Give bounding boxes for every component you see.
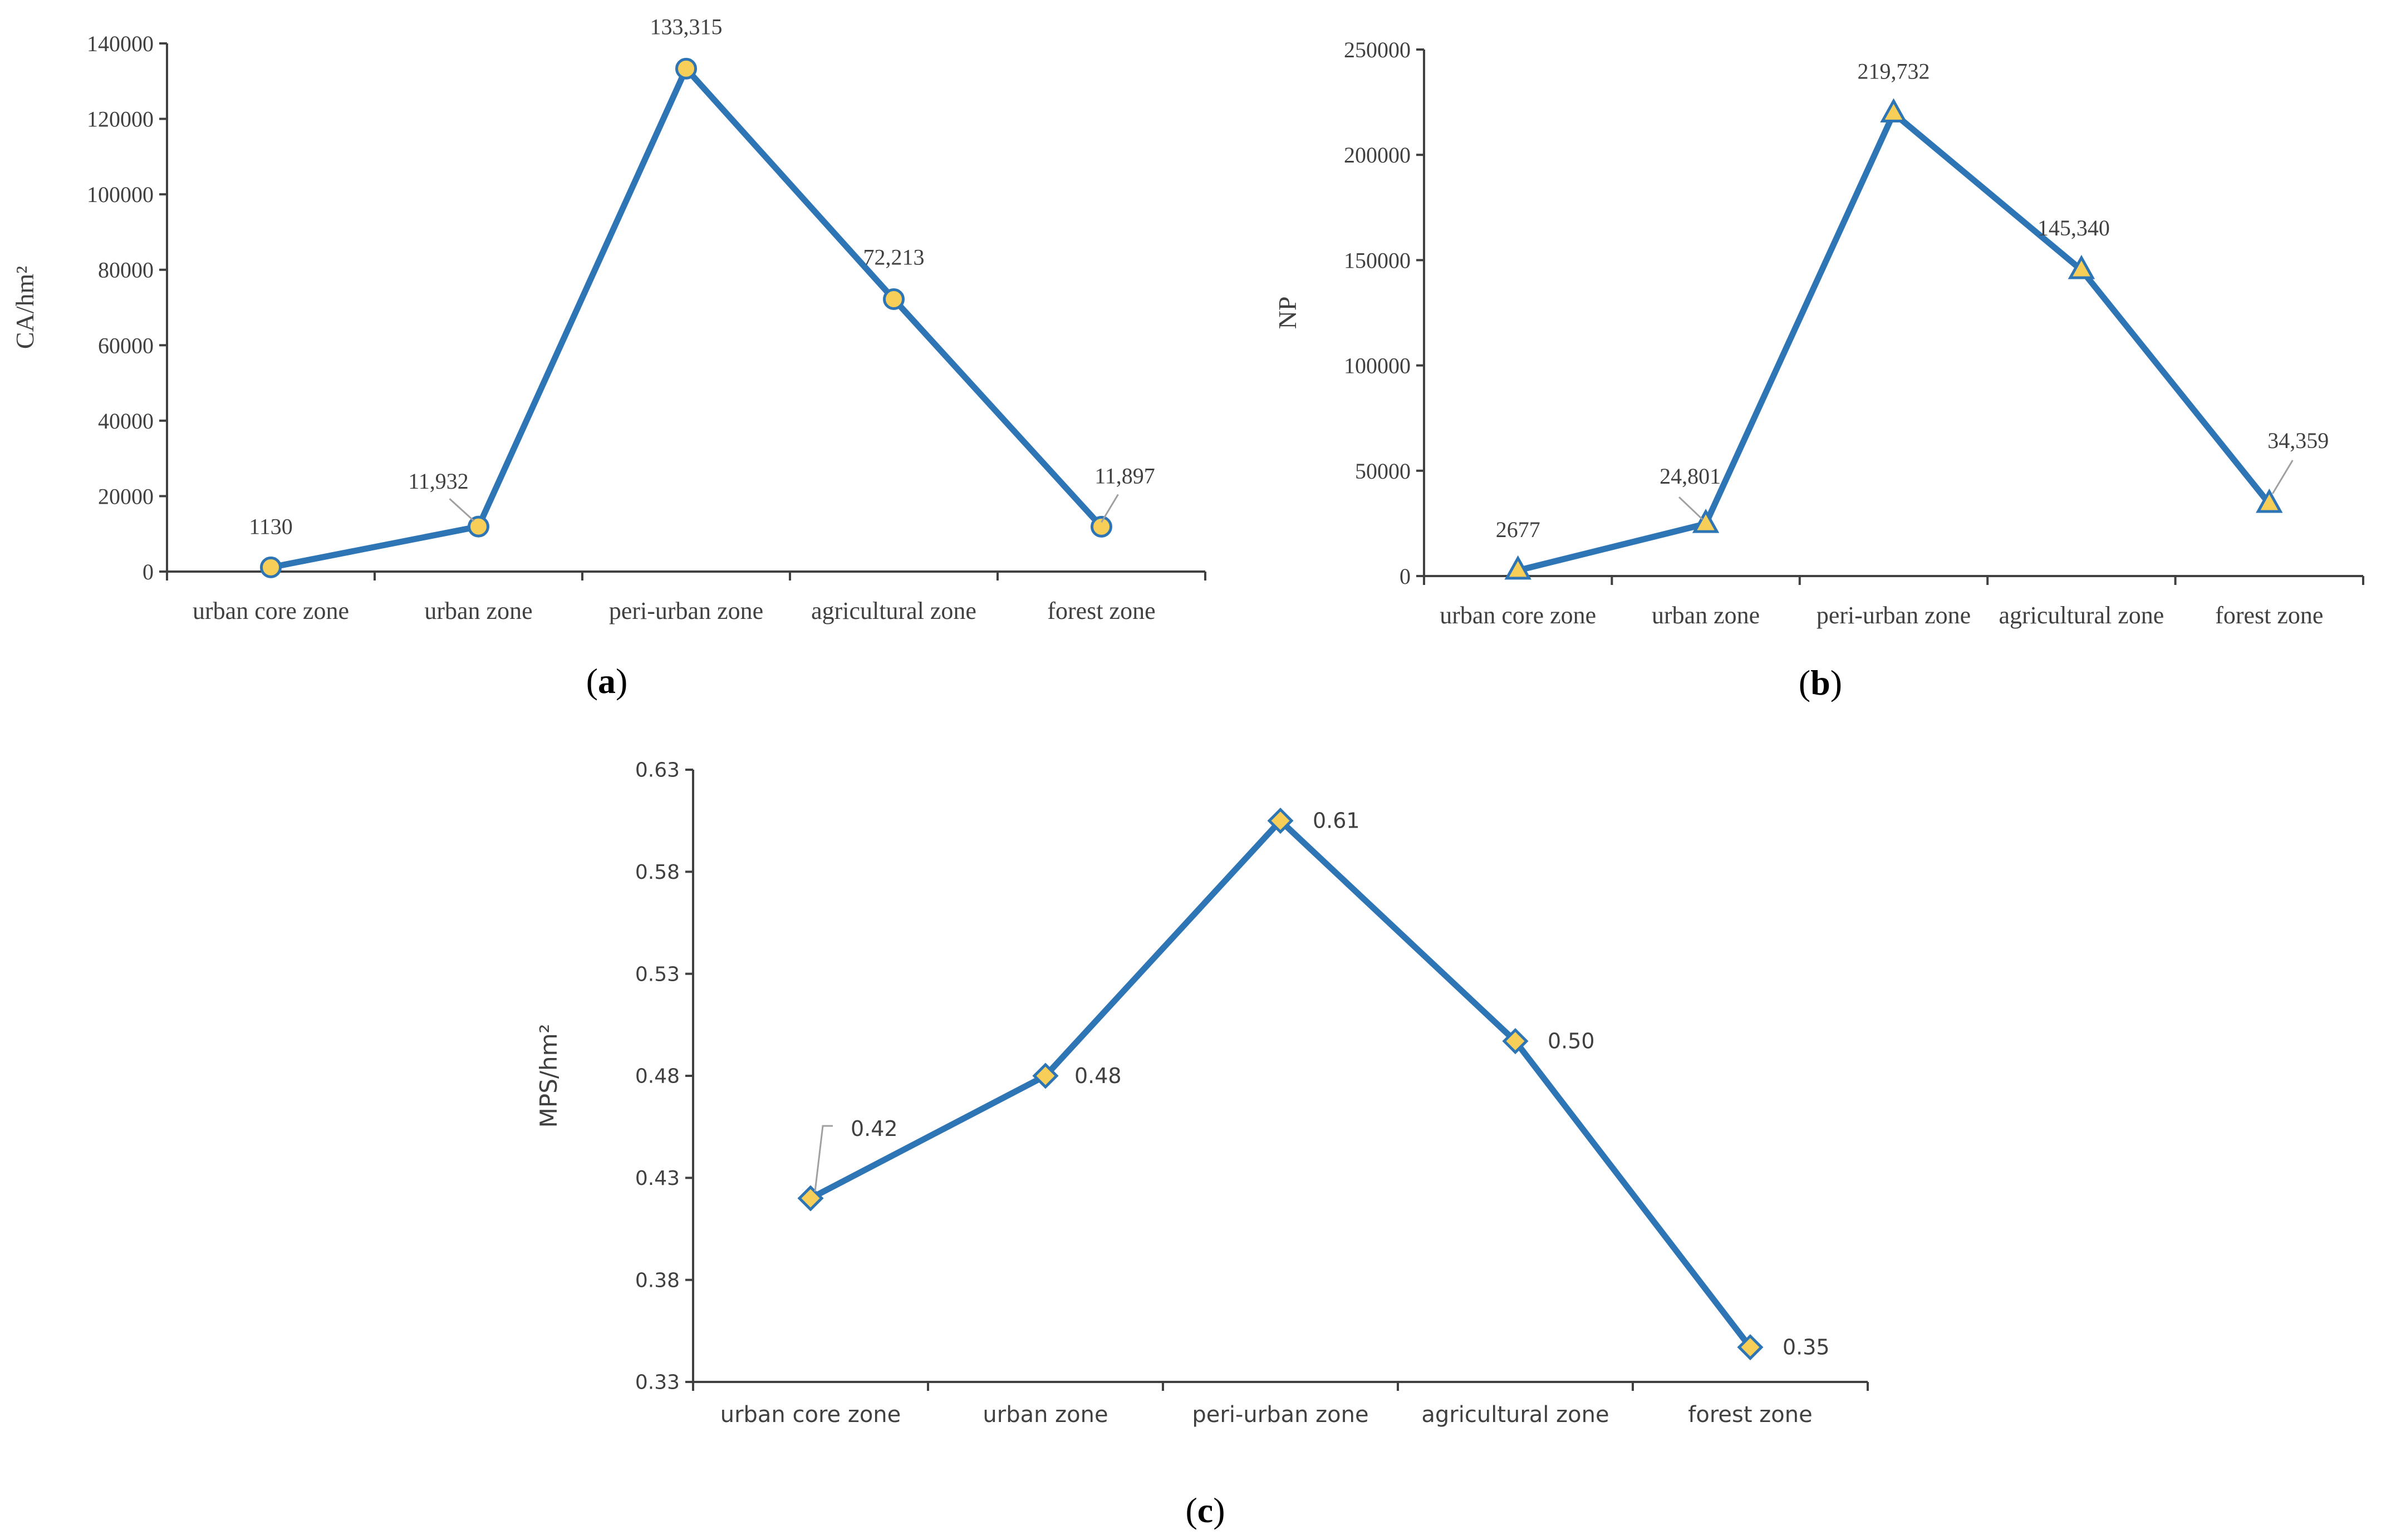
data-label-leader — [814, 1125, 833, 1192]
y-tick-label: 100000 — [1344, 353, 1411, 378]
y-tick-label: 200000 — [1344, 142, 1411, 168]
series-line — [268, 65, 1104, 570]
data-point — [260, 556, 282, 578]
series-line — [1515, 110, 2272, 574]
y-tick-label: 0.33 — [635, 1371, 680, 1394]
x-tick-label: agricultural zone — [811, 597, 976, 624]
data-point — [1692, 509, 1720, 533]
data-point — [1880, 98, 1907, 123]
series-line — [807, 818, 1754, 1351]
x-tick-label: peri-urban zone — [1192, 1402, 1368, 1428]
data-label: 1130 — [249, 514, 293, 539]
data-label: 219,732 — [1858, 59, 1930, 84]
data-label: 34,359 — [2267, 428, 2329, 453]
y-tick-label: 140000 — [87, 31, 154, 56]
y-tick-label: 20000 — [98, 484, 154, 509]
y-axis-title: CA/hm² — [11, 266, 39, 349]
y-tick-label: 0.63 — [635, 759, 680, 782]
x-tick-label: urban zone — [1652, 602, 1760, 629]
data-point — [468, 515, 489, 538]
data-point — [2256, 488, 2283, 513]
y-tick-label: 50000 — [1355, 459, 1411, 484]
y-tick-label: 0.53 — [635, 963, 680, 986]
data-label-leader — [449, 498, 475, 522]
x-tick-label: forest zone — [1047, 597, 1155, 624]
y-tick-label: 250000 — [1344, 37, 1411, 62]
x-tick-label: peri-urban zone — [1816, 602, 1971, 629]
data-label: 0.61 — [1313, 809, 1360, 833]
y-tick-label: 0.58 — [635, 861, 680, 884]
data-label: 11,932 — [408, 469, 469, 494]
x-tick-label: agricultural zone — [1999, 602, 2164, 629]
data-point — [675, 57, 697, 80]
data-label: 145,340 — [2038, 215, 2110, 240]
data-label: 11,897 — [1094, 463, 1155, 488]
data-label-leader — [1101, 494, 1119, 523]
y-tick-label: 0 — [143, 559, 154, 584]
data-label: 0.35 — [1783, 1335, 1830, 1360]
y-tick-label: 0.38 — [635, 1269, 680, 1292]
y-tick-label: 40000 — [98, 409, 154, 434]
x-tick-label: urban zone — [424, 597, 532, 624]
x-tick-label: urban core zone — [193, 597, 349, 624]
data-label: 0.48 — [1074, 1064, 1122, 1088]
y-tick-label: 0.43 — [635, 1167, 680, 1190]
x-tick-label: urban zone — [983, 1402, 1108, 1428]
data-label: 24,801 — [1660, 464, 1721, 489]
y-tick-label: 100000 — [87, 182, 154, 207]
panel-a-chart: 0 20000 40000 60000 80000 100000 120000 140000 u… — [11, 14, 1206, 701]
x-tick-label: urban core zone — [1440, 602, 1596, 629]
data-point — [1737, 1334, 1764, 1361]
panel-c-chart: 0.33 0.38 0.43 0.48 0.53 0.58 0.63 urban core z… — [535, 759, 1869, 1530]
y-tick-label: 60000 — [98, 333, 154, 358]
x-tick-label: agricultural zone — [1421, 1402, 1609, 1428]
y-axis-title: MPS/hm² — [535, 1024, 562, 1128]
data-point — [1032, 1062, 1059, 1089]
data-label: 0.42 — [851, 1116, 898, 1141]
panel-caption: (a) — [586, 661, 628, 701]
data-label-leader — [1678, 496, 1703, 520]
y-tick-label: 0.48 — [635, 1065, 680, 1088]
y-axis-title: NP — [1273, 297, 1302, 329]
data-point — [1091, 515, 1112, 538]
x-tick-label: urban core zone — [720, 1402, 901, 1428]
y-tick-label: 0 — [1400, 564, 1411, 589]
data-label: 0.50 — [1548, 1029, 1595, 1054]
data-point — [1504, 555, 1531, 580]
y-tick-label: 150000 — [1344, 248, 1411, 273]
x-tick-label: forest zone — [1688, 1402, 1812, 1428]
panel-b-chart: 0 50000 100000 150000 200000 250000 urban core… — [1273, 37, 2364, 702]
y-tick-label: 120000 — [87, 107, 154, 132]
data-point — [1267, 808, 1294, 834]
data-point — [2068, 254, 2095, 279]
data-label: 72,213 — [863, 244, 925, 269]
panel-caption: (b) — [1799, 663, 1842, 702]
x-tick-label: forest zone — [2215, 602, 2323, 629]
data-point — [1502, 1028, 1529, 1055]
data-label: 2677 — [1496, 517, 1540, 542]
data-label-leader — [2272, 460, 2294, 494]
y-tick-label: 80000 — [98, 258, 154, 283]
panel-caption: (c) — [1185, 1490, 1225, 1530]
data-label: 133,315 — [650, 14, 723, 39]
x-tick-label: peri-urban zone — [609, 597, 763, 624]
data-point — [797, 1185, 824, 1212]
data-point — [883, 288, 905, 310]
